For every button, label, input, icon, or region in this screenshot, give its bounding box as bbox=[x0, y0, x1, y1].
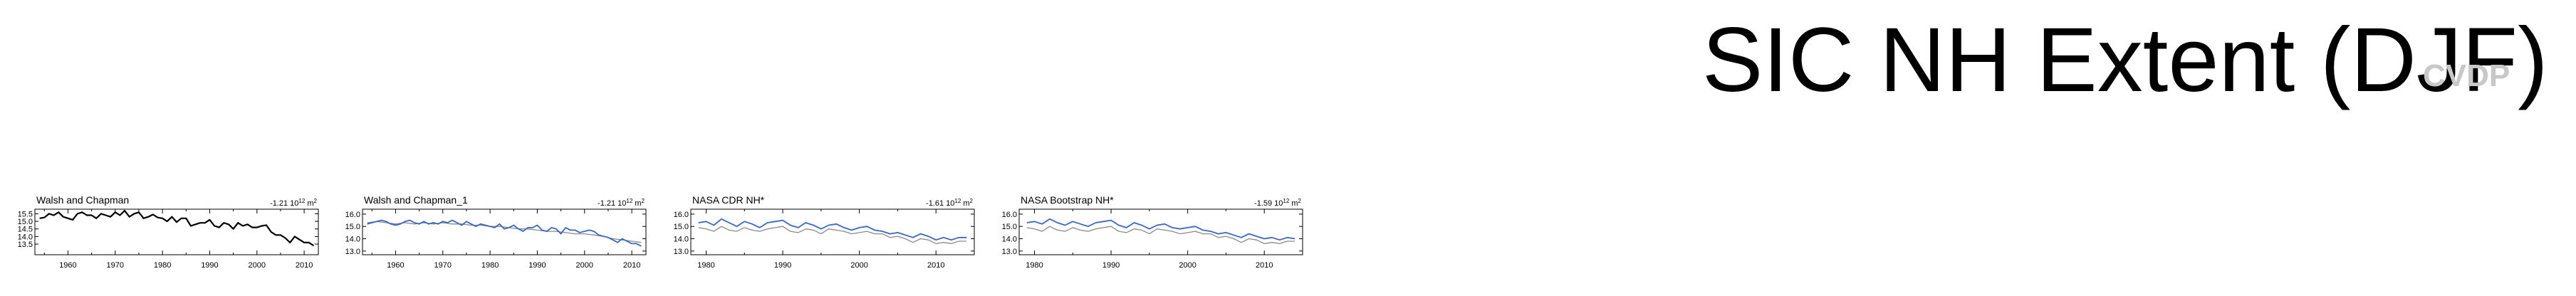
page-title: SIC NH Extent (DJF) bbox=[1702, 9, 2548, 111]
y-tick-label: 14.0 bbox=[345, 236, 360, 244]
y-tick-label: 15.0 bbox=[674, 223, 689, 231]
series-line-model bbox=[698, 218, 967, 241]
y-tick-label: 13.0 bbox=[674, 248, 689, 256]
plot-frame bbox=[690, 208, 975, 255]
y-tick-label: 13.5 bbox=[18, 240, 33, 249]
x-tick-label: 2010 bbox=[623, 261, 640, 270]
x-tick-label: 1970 bbox=[107, 261, 124, 270]
x-tick-label: 2000 bbox=[1179, 261, 1196, 270]
series-line-reference bbox=[1026, 226, 1295, 245]
x-tick-label: 2000 bbox=[576, 261, 593, 270]
x-tick-label: 1970 bbox=[434, 261, 452, 270]
y-tick-label: 16.0 bbox=[674, 211, 689, 219]
y-tick-label: 16.0 bbox=[345, 211, 360, 219]
chart-panel-3: NASA CDR NH* -1.61 1012 m2 13.0 14.0 15.0 16.… bbox=[674, 194, 975, 270]
trend-label: -1.21 1012 m2 bbox=[598, 198, 645, 208]
panel-title: Walsh and Chapman_1 bbox=[364, 194, 468, 206]
y-tick-label: 15.0 bbox=[18, 218, 33, 226]
y-tick-label: 14.5 bbox=[18, 226, 33, 234]
trend-label: -1.59 1012 m2 bbox=[1254, 198, 1302, 208]
series-line-reference bbox=[367, 221, 642, 243]
chart-panel-2: Walsh and Chapman_1 -1.21 1012 m2 13.0 14.0… bbox=[345, 194, 647, 270]
x-tick-label: 2000 bbox=[249, 261, 266, 270]
series-line-model bbox=[367, 219, 642, 247]
watermark-logo: CVDP bbox=[2423, 58, 2510, 93]
plot-frame bbox=[362, 208, 647, 255]
y-tick-label: 15.5 bbox=[18, 210, 33, 218]
series-line-observed bbox=[39, 210, 314, 247]
x-tick-label: 1960 bbox=[59, 261, 76, 270]
y-tick-label: 15.0 bbox=[1002, 223, 1017, 231]
y-tick-label: 13.0 bbox=[345, 248, 360, 256]
plot-frame bbox=[34, 208, 319, 255]
chart-panel-1: Walsh and Chapman -1.21 1012 m2 13.514.014… bbox=[18, 194, 319, 270]
y-tick-label: 15.0 bbox=[345, 223, 360, 231]
x-tick-label: 1980 bbox=[1026, 261, 1043, 270]
x-tick-label: 2010 bbox=[296, 261, 313, 270]
y-tick-label: 14.0 bbox=[674, 236, 689, 244]
x-tick-label: 1990 bbox=[528, 261, 546, 270]
x-tick-label: 1990 bbox=[774, 261, 791, 270]
y-tick-label: 13.0 bbox=[1002, 248, 1017, 256]
x-tick-label: 1980 bbox=[154, 261, 171, 270]
y-tick-label: 16.0 bbox=[1002, 211, 1017, 219]
x-tick-label: 1980 bbox=[481, 261, 499, 270]
x-tick-label: 1990 bbox=[1102, 261, 1120, 270]
y-tick-label: 14.0 bbox=[1002, 236, 1017, 244]
trend-label: -1.21 1012 m2 bbox=[270, 198, 318, 208]
panel-title: Walsh and Chapman bbox=[36, 194, 129, 206]
panel-title: NASA CDR NH* bbox=[692, 194, 765, 206]
x-tick-label: 1990 bbox=[201, 261, 218, 270]
panel-title: NASA Bootstrap NH* bbox=[1021, 194, 1114, 206]
x-tick-label: 2000 bbox=[850, 261, 867, 270]
x-tick-label: 1980 bbox=[697, 261, 714, 270]
series-line-model bbox=[1026, 218, 1295, 241]
y-tick-label: 14.0 bbox=[18, 233, 33, 241]
trend-label: -1.61 1012 m2 bbox=[926, 198, 974, 208]
x-tick-label: 2010 bbox=[1256, 261, 1273, 270]
chart-panel-4: NASA Bootstrap NH* -1.59 1012 m2 13.0 14.0 1… bbox=[1002, 194, 1303, 270]
x-tick-label: 1960 bbox=[387, 261, 404, 270]
series-line-reference bbox=[698, 226, 967, 245]
x-tick-label: 2010 bbox=[927, 261, 944, 270]
plot-frame bbox=[1018, 208, 1303, 255]
